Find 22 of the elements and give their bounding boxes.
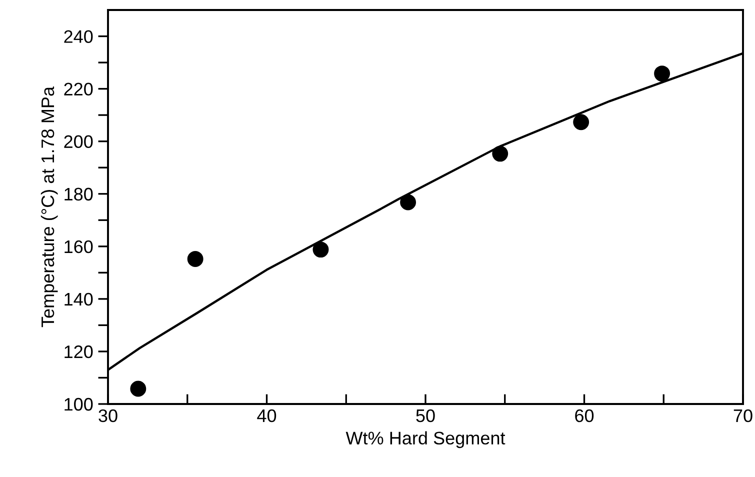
x-tick-label: 50 [416,409,435,422]
point [573,114,590,130]
y-tick-label: 240 [64,30,93,43]
x-tick-label: 70 [734,409,752,422]
y-tick-label: 140 [64,292,93,306]
y-tick-label: 220 [64,82,93,96]
point [400,194,416,210]
x-tick-label: 30 [98,409,118,422]
y-tick-label: 160 [64,240,93,254]
y-tick-label: 100 [64,398,93,411]
x-axis-title: Wt% Hard Segment [346,431,506,448]
point [312,242,329,258]
y-tick-label: 200 [64,135,93,148]
point [654,66,670,82]
y-tick-label: 180 [64,188,93,201]
point [187,251,204,267]
y-tick-label: 120 [64,345,93,358]
x-tick-label: 60 [575,409,594,422]
x-tick-label: 40 [257,409,276,422]
point [492,146,508,162]
point [130,380,146,397]
y-axis-title: Temperature (°C) at 1.78 MPa [40,86,58,328]
